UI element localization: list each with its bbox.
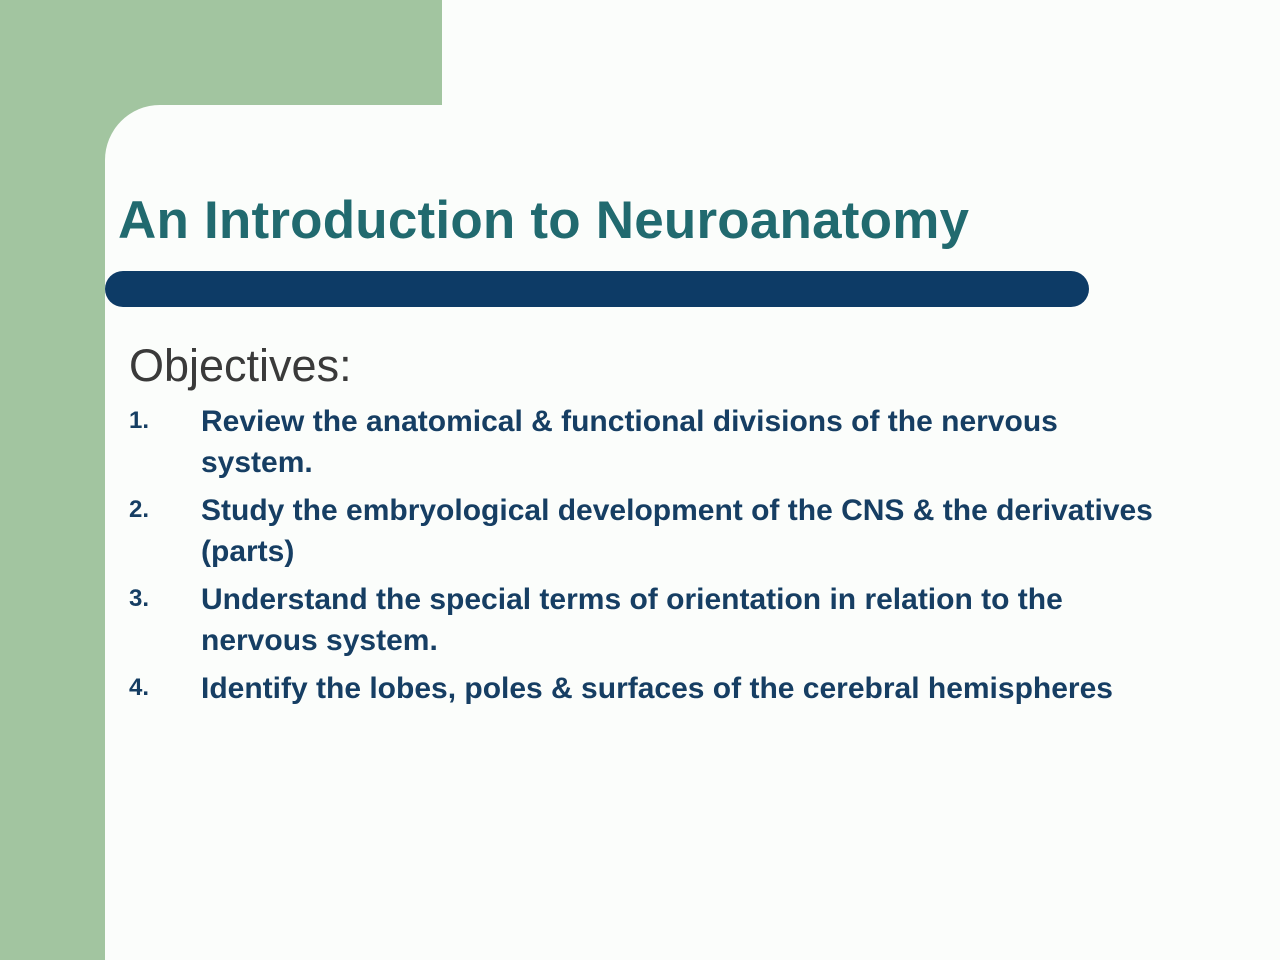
slide-title: An Introduction to Neuroanatomy (118, 190, 969, 251)
objective-text: Review the anatomical & functional divis… (201, 402, 1169, 483)
objective-number: 3. (129, 580, 201, 613)
objective-number: 2. (129, 491, 201, 524)
objective-text: Understand the special terms of orientat… (201, 580, 1169, 661)
objectives-heading: Objectives: (129, 340, 352, 392)
objective-number: 4. (129, 669, 201, 702)
objective-item: 3. Understand the special terms of orien… (129, 580, 1169, 661)
objectives-list: 1. Review the anatomical & functional di… (129, 402, 1169, 718)
objective-item: 1. Review the anatomical & functional di… (129, 402, 1169, 483)
objective-number: 1. (129, 402, 201, 435)
title-underline (105, 271, 1089, 307)
objective-item: 4. Identify the lobes, poles & surfaces … (129, 669, 1169, 710)
objective-text: Identify the lobes, poles & surfaces of … (201, 669, 1169, 710)
objective-item: 2. Study the embryological development o… (129, 491, 1169, 572)
objective-text: Study the embryological development of t… (201, 491, 1169, 572)
